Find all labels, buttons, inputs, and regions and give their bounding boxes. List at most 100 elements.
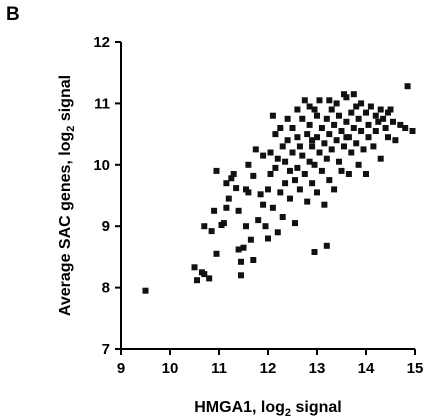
x-axis-title-subscript: 2 (285, 407, 291, 419)
data-point (272, 164, 279, 171)
data-point (260, 152, 267, 159)
data-point (370, 143, 377, 150)
y-axis-title: Average SAC genes, log2 signal (57, 75, 77, 316)
data-point (296, 186, 303, 193)
x-tick-label: 12 (260, 360, 277, 377)
y-axis-title-subscript: 2 (65, 126, 77, 132)
x-axis-ticks: 9 10 11 12 13 14 15 (117, 349, 423, 377)
data-point (311, 106, 318, 113)
data-point (341, 143, 347, 150)
data-point (191, 264, 198, 271)
data-point (363, 171, 369, 177)
data-point (328, 106, 335, 113)
data-point (309, 180, 316, 187)
data-point (318, 125, 325, 131)
data-point (238, 272, 244, 279)
data-point (326, 131, 333, 138)
data-point (311, 249, 318, 255)
data-point (238, 258, 244, 265)
data-point (358, 128, 365, 134)
data-point (282, 158, 289, 165)
data-point (355, 115, 362, 122)
data-point (211, 207, 218, 214)
y-tick-label: 10 (93, 157, 110, 174)
x-tick-label: 9 (117, 360, 125, 377)
data-point (336, 158, 342, 165)
data-point (274, 229, 281, 236)
data-point (287, 195, 293, 202)
data-point (380, 115, 387, 122)
data-point (314, 189, 320, 196)
data-point (299, 115, 306, 122)
data-point (331, 186, 338, 193)
data-point (208, 228, 215, 235)
data-point (243, 223, 249, 230)
data-point (230, 171, 237, 177)
data-point (348, 109, 355, 116)
data-point (316, 149, 323, 156)
data-point (350, 125, 357, 131)
data-point (321, 140, 328, 147)
data-point (377, 106, 384, 113)
data-point (338, 128, 345, 134)
data-point (213, 167, 220, 174)
data-point (267, 171, 274, 177)
data-point (245, 189, 252, 196)
data-point (328, 146, 335, 153)
data-point (372, 112, 379, 119)
data-point (326, 97, 333, 104)
y-tick-label: 8 (102, 280, 110, 297)
y-tick-label: 9 (102, 218, 110, 235)
data-point (365, 121, 372, 128)
data-point (260, 201, 267, 208)
y-tick-label: 7 (102, 341, 110, 358)
data-point (269, 204, 276, 211)
x-axis-title-tail: signal (291, 399, 342, 416)
y-tick-label: 11 (94, 95, 110, 112)
data-point (409, 128, 416, 134)
data-point (355, 161, 362, 168)
data-point (225, 195, 232, 202)
data-point (255, 217, 262, 224)
data-point (377, 155, 384, 162)
data-point (387, 106, 394, 113)
data-point (194, 277, 200, 284)
data-point (390, 118, 396, 125)
data-point (372, 128, 379, 134)
x-axis-title-main: HMGA1, log (194, 399, 285, 416)
data-point (235, 246, 242, 253)
data-point (277, 125, 284, 131)
data-point (309, 143, 316, 150)
data-point (282, 180, 289, 187)
data-point (367, 103, 374, 110)
data-point (306, 158, 313, 165)
data-point (250, 172, 257, 179)
y-axis-ticks: 7 8 9 10 11 12 (93, 34, 121, 358)
data-point (318, 167, 325, 174)
data-point (289, 125, 296, 131)
data-point (333, 137, 340, 144)
data-point (397, 121, 404, 128)
data-point (265, 186, 271, 193)
x-tick-label: 11 (211, 360, 227, 377)
data-point (306, 103, 313, 110)
data-point (142, 287, 149, 294)
data-point (252, 146, 259, 153)
data-point (269, 112, 276, 119)
data-point (223, 180, 230, 187)
data-point (201, 271, 208, 278)
data-point (363, 109, 369, 116)
data-point (294, 164, 301, 171)
data-point (247, 236, 254, 243)
data-point (277, 189, 284, 196)
data-point (304, 198, 311, 205)
data-point (233, 185, 240, 192)
data-point (348, 149, 355, 156)
x-tick-label: 13 (309, 360, 326, 377)
data-point (311, 161, 318, 168)
data-point (343, 118, 350, 125)
data-points (142, 83, 416, 294)
data-point (331, 121, 338, 128)
data-point (350, 91, 357, 98)
